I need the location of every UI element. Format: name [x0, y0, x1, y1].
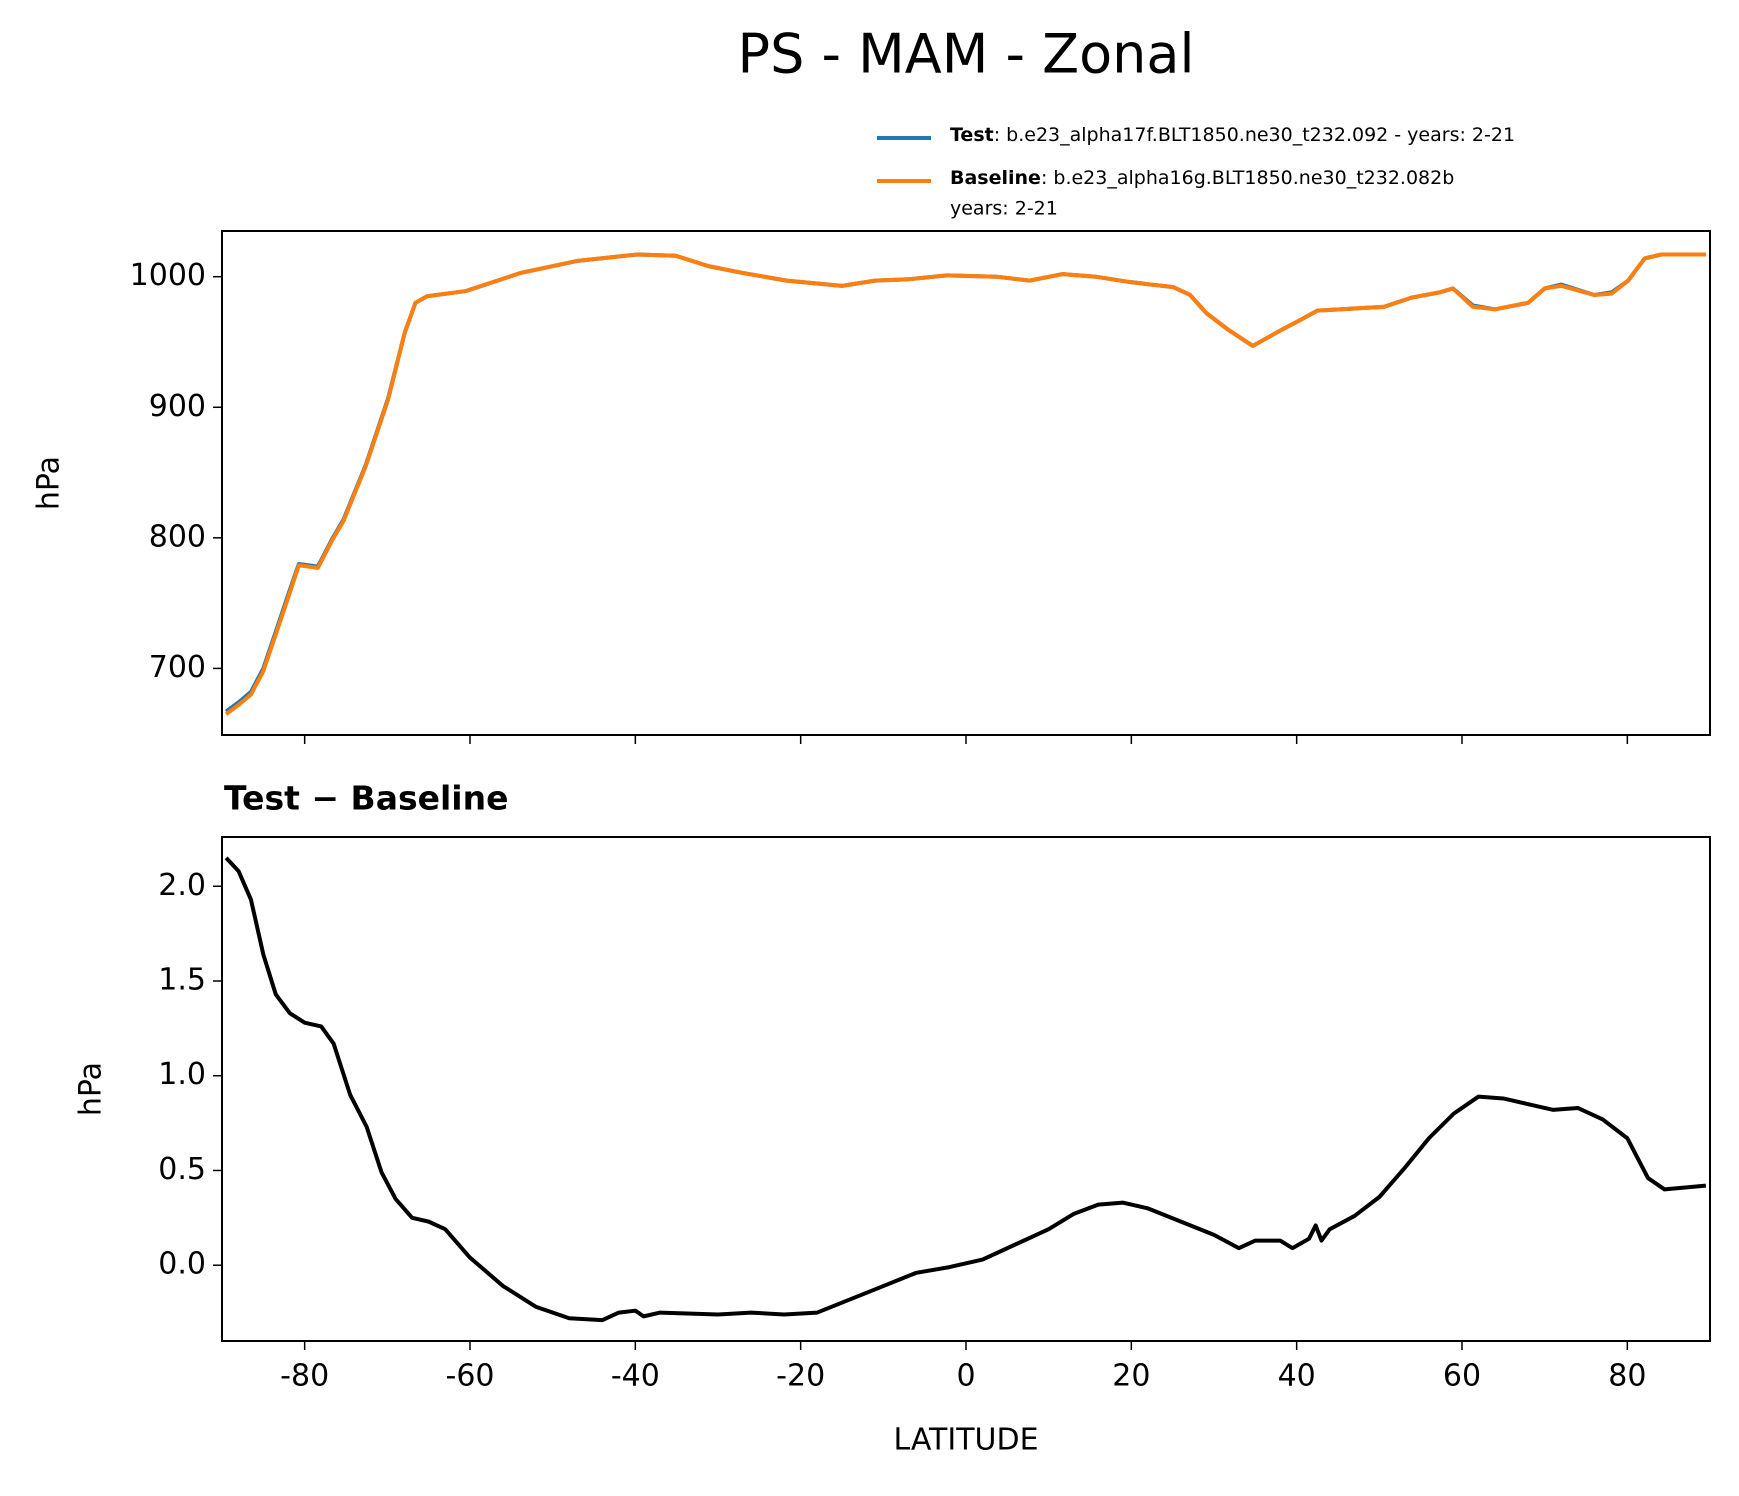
legend-entry: Baseline: b.e23_alpha16g.BLT1850.ne30_t2… [950, 167, 1454, 189]
x-tick-label: 80 [1608, 1359, 1646, 1394]
x-tick-label: 0 [956, 1359, 975, 1394]
axes-frame [221, 836, 1711, 1342]
x-tick-label: 20 [1112, 1359, 1150, 1394]
y-tick-label: 0.0 [158, 1247, 206, 1282]
legend-entry: Test: b.e23_alpha17f.BLT1850.ne30_t232.0… [950, 124, 1515, 146]
series-line [224, 252, 1706, 714]
axes-frame [221, 230, 1711, 736]
y-axis-label: hPa [74, 1062, 109, 1116]
plot-area [224, 856, 1707, 1323]
series-line [224, 252, 1706, 716]
series-line [224, 856, 1707, 1323]
x-tick-label: 40 [1278, 1359, 1316, 1394]
y-tick-label: 2.0 [158, 868, 206, 903]
y-tick-label: 700 [149, 650, 206, 685]
y-tick-label: 1.5 [158, 963, 206, 998]
y-tick-label: 0.5 [158, 1152, 206, 1187]
figure-title: PS - MAM - Zonal [738, 23, 1195, 86]
x-tick-label: -40 [611, 1359, 660, 1394]
x-tick-label: 60 [1443, 1359, 1481, 1394]
x-tick-label: -20 [776, 1359, 825, 1394]
y-tick-label: 1.0 [158, 1057, 206, 1092]
legend-name: Baseline [950, 167, 1041, 189]
panel-title: Test − Baseline [224, 779, 509, 818]
legend-text: years: 2-21 [950, 198, 1058, 220]
plot-area [224, 252, 1706, 716]
legend-name: Test [950, 124, 994, 146]
y-tick-label: 800 [149, 519, 206, 554]
x-tick-label: -60 [446, 1359, 495, 1394]
y-tick-label: 1000 [130, 258, 206, 293]
x-tick-label: -80 [280, 1359, 329, 1394]
x-axis-label: LATITUDE [893, 1423, 1038, 1458]
y-tick-label: 900 [149, 389, 206, 424]
y-axis-label: hPa [32, 456, 67, 510]
legend-text: : b.e23_alpha17f.BLT1850.ne30_t232.092 -… [994, 124, 1515, 146]
legend-text: : b.e23_alpha16g.BLT1850.ne30_t232.082b [1041, 167, 1454, 189]
